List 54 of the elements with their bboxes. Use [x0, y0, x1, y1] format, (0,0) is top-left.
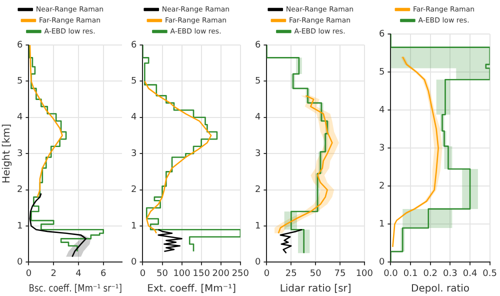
x-axis-title: Depol. ratio	[411, 284, 470, 295]
y-tick-label: 2	[254, 185, 261, 196]
x-tick-label: 0	[26, 268, 32, 279]
x-tick-label: 0	[140, 268, 146, 279]
x-tick-label: 0.2	[423, 268, 438, 279]
y-tick-label: 1	[254, 221, 261, 232]
x-tick-label: 0.4	[462, 268, 478, 279]
y-tick-label: 0	[254, 258, 261, 268]
y-tick-label: 1	[16, 221, 23, 232]
y-tick-label: 5	[16, 76, 23, 87]
y-axis-title: Height [km]	[2, 124, 13, 184]
x-axis-title: Ext. coeff. [Mm⁻¹]	[147, 284, 236, 295]
x-axis-title: Bsc. coeff. [Mm⁻¹ sr⁻¹]	[28, 282, 122, 295]
y-tick-label: 4	[130, 112, 137, 123]
x-tick-label: 75	[334, 268, 346, 279]
x-tick-label: 25	[285, 268, 297, 279]
x-tick-label: 50	[156, 268, 168, 279]
x-tick-label: 100	[356, 268, 374, 279]
y-tick-label: 3	[254, 148, 261, 159]
y-tick-label: 2	[130, 185, 137, 196]
y-tick-label: 5	[130, 76, 137, 87]
y-tick-label: 5	[254, 76, 261, 87]
y-tick-label: 4	[378, 105, 385, 116]
x-tick-label: 50	[310, 268, 322, 279]
y-tick-label: 0	[16, 258, 23, 268]
y-tick-label: 1	[378, 220, 385, 230]
x-axis-title: Lidar ratio [sr]	[280, 284, 352, 295]
y-tick-label: 2	[16, 185, 23, 196]
y-tick-label: 0	[378, 258, 385, 268]
y-tick-label: 6	[130, 40, 137, 50]
x-tick-label: 6	[100, 268, 106, 279]
y-tick-label: 6	[254, 40, 261, 50]
x-tick-label: 250	[232, 268, 250, 279]
x-tick-label: 0.3	[443, 268, 458, 279]
y-tick-label: 4	[254, 112, 261, 123]
x-tick-label: 2	[50, 268, 56, 279]
x-tick-label: 0.1	[403, 268, 418, 279]
y-tick-label: 4	[16, 112, 23, 123]
y-tick-label: 5	[378, 67, 385, 78]
y-tick-label: 2	[378, 181, 385, 192]
x-tick-label: 0.5	[482, 268, 498, 279]
x-tick-label: 100	[173, 268, 191, 279]
x-tick-label: 200	[212, 268, 230, 279]
x-tick-label: 0	[264, 268, 270, 279]
y-tick-label: 3	[130, 148, 137, 159]
y-tick-label: 3	[378, 143, 385, 154]
x-tick-label: 4	[76, 268, 82, 279]
y-tick-label: 6	[16, 40, 23, 50]
y-tick-label: 0	[130, 258, 137, 268]
x-tick-label: 150	[192, 268, 210, 279]
y-tick-label: 3	[16, 148, 23, 159]
x-tick-label: 0.0	[384, 268, 398, 279]
y-tick-label: 6	[378, 29, 385, 40]
y-tick-label: 1	[130, 221, 137, 232]
